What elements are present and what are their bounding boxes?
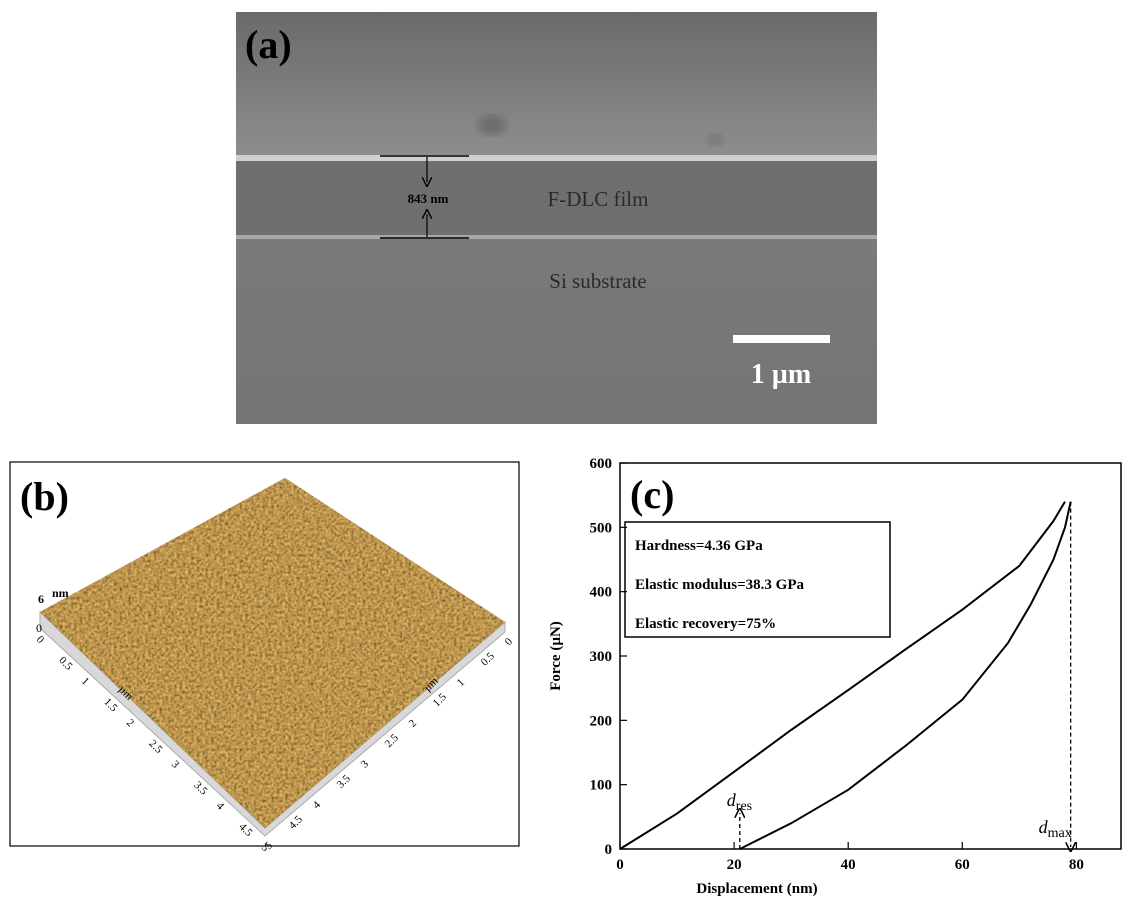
- x-tick-label: 0: [616, 857, 624, 873]
- film-top-edge: [236, 155, 877, 161]
- panel-label: (a): [245, 22, 292, 67]
- figure: (a) 843 nm F-DLC film Si substrate 1 µm …: [0, 0, 1124, 902]
- y-tick-label: 400: [590, 585, 613, 601]
- x-tick-label: 20: [727, 857, 742, 873]
- marker-label: dres: [727, 790, 752, 814]
- panel-a: (a) 843 nm F-DLC film Si substrate 1 µm: [236, 12, 877, 424]
- sem-spot: [478, 115, 506, 135]
- y-tick-label: 0: [605, 842, 613, 858]
- film-label: F-DLC film: [548, 187, 649, 211]
- y-tick-label: 100: [590, 778, 613, 794]
- marker-subscript: max: [1048, 826, 1072, 841]
- marker-subscript: res: [736, 799, 752, 814]
- z-unit: nm: [52, 586, 69, 600]
- plot-frame: [620, 463, 1121, 849]
- x-tick-label: 40: [841, 857, 856, 873]
- thickness-label: 843 nm: [408, 191, 449, 206]
- x-tick-label: 80: [1069, 857, 1084, 873]
- y-axis-label: Force (µN): [548, 621, 564, 691]
- panel-label: (b): [20, 474, 69, 519]
- panel-c: (c) Displacement (nm) Force (µN) 0 20 40 60…: [548, 456, 1121, 897]
- page: (a) 843 nm F-DLC film Si substrate 1 µm …: [0, 0, 1124, 902]
- chart-title: (c): [630, 472, 674, 517]
- z-zero: 0: [36, 621, 42, 635]
- z-tick: 6: [38, 592, 44, 606]
- substrate-label: Si substrate: [549, 269, 646, 293]
- x-tick-label: 60: [955, 857, 970, 873]
- scale-bar-label: 1 µm: [751, 359, 811, 390]
- x-axis-label: Displacement (nm): [696, 881, 817, 897]
- y-tick-label: 600: [590, 456, 613, 472]
- substrate-layer: [236, 239, 877, 424]
- scale-bar: [733, 335, 830, 343]
- marker-label: dmax: [1039, 817, 1072, 841]
- annotation: Elastic recovery=75%: [635, 616, 776, 632]
- sem-spot: [707, 134, 723, 146]
- y-tick-label: 500: [590, 520, 613, 536]
- interface: [236, 235, 877, 239]
- y-tick-label: 200: [590, 713, 613, 729]
- panel-b: 6 nm 0 (b) µm µm 00.511.522.533.544.5500…: [10, 462, 519, 854]
- sem-surface: [236, 12, 877, 158]
- annotation: Hardness=4.36 GPa: [635, 538, 763, 554]
- annotation: Elastic modulus=38.3 GPa: [635, 577, 804, 593]
- y-tick-label: 300: [590, 649, 613, 665]
